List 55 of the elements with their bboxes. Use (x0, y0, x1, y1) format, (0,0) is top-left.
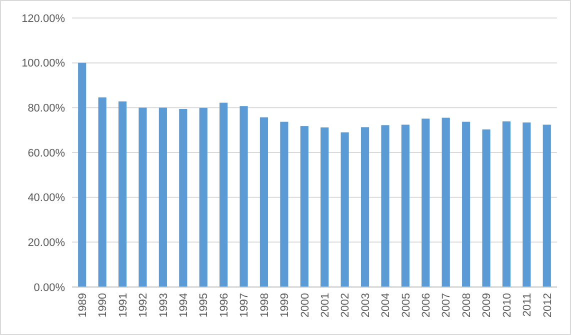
y-tick-label: 20.00% (28, 237, 66, 250)
x-tick-label: 2006 (420, 293, 432, 318)
bar (502, 121, 511, 287)
y-tick-label: 0.00% (34, 282, 66, 294)
y-tick-label: 100.00% (22, 58, 66, 70)
bar (98, 97, 106, 287)
x-tick-label: 2005 (400, 293, 412, 318)
bar (300, 126, 308, 287)
bar (179, 109, 188, 287)
x-tick-label: 2011 (522, 293, 534, 317)
bar (381, 125, 390, 287)
x-tick-label: 1998 (258, 293, 271, 318)
x-tick-label: 2003 (360, 293, 372, 318)
bar (118, 101, 127, 287)
x-tick-label: 1994 (178, 293, 190, 318)
x-tick-label: 1989 (76, 293, 89, 318)
bar (158, 108, 167, 287)
bar (199, 108, 208, 287)
bar (280, 122, 288, 287)
bar (320, 127, 329, 287)
bar (482, 129, 490, 287)
x-tick-label: 1997 (238, 293, 251, 318)
bar (442, 118, 450, 287)
bar (401, 124, 410, 287)
bar (78, 62, 86, 287)
x-tick-label: 1996 (218, 293, 230, 318)
y-tick-label: 40.00% (28, 192, 66, 204)
x-tick-label: 1992 (138, 293, 150, 318)
bar (522, 122, 531, 287)
bar (220, 102, 228, 287)
x-tick-label: 2002 (340, 293, 352, 318)
x-tick-label: 2010 (501, 293, 514, 318)
x-tick-label: 1990 (97, 293, 110, 318)
y-tick-label: 80.00% (28, 102, 66, 115)
x-tick-label: 2009 (481, 293, 494, 318)
y-tick-label: 120.00% (22, 12, 66, 25)
bar (260, 117, 268, 287)
x-tick-label: 1991 (117, 293, 130, 318)
bar (340, 132, 349, 287)
bar (462, 122, 470, 287)
x-tick-label: 2007 (440, 293, 453, 318)
x-tick-label: 2012 (542, 293, 554, 318)
x-tick-label: 2008 (460, 293, 473, 318)
bar (138, 108, 147, 287)
bar (240, 106, 248, 287)
bar (360, 127, 370, 287)
bar (542, 124, 551, 287)
x-tick-label: 2004 (380, 293, 392, 318)
y-tick-label: 60.00% (28, 147, 66, 160)
bar (422, 118, 430, 287)
x-tick-label: 1999 (279, 293, 292, 318)
x-tick-label: 1995 (198, 293, 210, 318)
x-tick-label: 1993 (158, 293, 170, 318)
x-tick-label: 2001 (319, 293, 332, 318)
x-tick-label: 2000 (299, 293, 312, 318)
